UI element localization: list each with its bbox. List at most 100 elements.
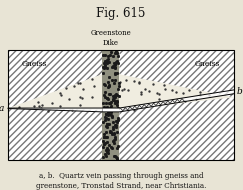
Polygon shape — [175, 99, 176, 103]
Polygon shape — [229, 90, 230, 94]
Polygon shape — [17, 108, 18, 109]
Polygon shape — [170, 100, 171, 104]
Polygon shape — [233, 90, 234, 94]
Polygon shape — [164, 101, 165, 105]
Polygon shape — [193, 96, 194, 100]
Polygon shape — [24, 108, 25, 109]
Polygon shape — [137, 105, 138, 109]
Polygon shape — [31, 108, 32, 109]
Polygon shape — [93, 108, 94, 112]
Polygon shape — [133, 106, 134, 110]
Polygon shape — [91, 108, 92, 112]
Polygon shape — [227, 91, 228, 95]
Polygon shape — [69, 108, 70, 111]
Polygon shape — [12, 108, 13, 109]
Polygon shape — [211, 93, 212, 97]
Polygon shape — [169, 100, 170, 104]
Polygon shape — [219, 92, 220, 96]
Polygon shape — [157, 102, 158, 106]
Polygon shape — [213, 93, 214, 97]
Polygon shape — [58, 108, 59, 110]
Polygon shape — [23, 108, 24, 109]
Polygon shape — [216, 93, 217, 97]
Polygon shape — [159, 102, 160, 106]
Polygon shape — [52, 108, 53, 110]
Polygon shape — [124, 107, 125, 111]
Polygon shape — [196, 96, 197, 100]
Polygon shape — [72, 108, 73, 111]
Text: Fig. 615: Fig. 615 — [96, 7, 146, 20]
Text: a, b.  Quartz vein passing through gneiss and
greenstone, Tronstad Strand, near : a, b. Quartz vein passing through gneiss… — [36, 172, 206, 190]
Polygon shape — [66, 108, 67, 111]
Polygon shape — [173, 100, 174, 103]
Polygon shape — [154, 102, 155, 106]
Polygon shape — [62, 108, 63, 110]
Polygon shape — [215, 93, 216, 97]
Polygon shape — [32, 108, 33, 109]
Polygon shape — [180, 98, 181, 102]
Polygon shape — [78, 108, 79, 111]
Polygon shape — [184, 98, 185, 102]
Bar — [8, 50, 234, 160]
Polygon shape — [19, 108, 20, 109]
Polygon shape — [56, 108, 57, 110]
Polygon shape — [16, 108, 17, 109]
Polygon shape — [214, 93, 215, 97]
Polygon shape — [94, 108, 95, 112]
Polygon shape — [156, 102, 157, 106]
Polygon shape — [222, 92, 223, 96]
Polygon shape — [87, 108, 88, 111]
Polygon shape — [119, 50, 234, 97]
Polygon shape — [135, 105, 136, 109]
Polygon shape — [220, 92, 221, 96]
Polygon shape — [29, 108, 30, 109]
Polygon shape — [204, 95, 205, 98]
Polygon shape — [126, 107, 127, 111]
Polygon shape — [43, 108, 44, 110]
Polygon shape — [208, 94, 209, 98]
Polygon shape — [101, 108, 102, 112]
Polygon shape — [160, 101, 161, 105]
Polygon shape — [38, 108, 39, 110]
Polygon shape — [115, 108, 116, 112]
Polygon shape — [146, 104, 147, 108]
Polygon shape — [105, 108, 106, 112]
Polygon shape — [30, 108, 31, 109]
Polygon shape — [46, 108, 47, 110]
Polygon shape — [136, 105, 137, 109]
Polygon shape — [166, 101, 167, 105]
Polygon shape — [224, 91, 225, 95]
Polygon shape — [185, 97, 186, 101]
Polygon shape — [139, 105, 140, 109]
Polygon shape — [223, 92, 224, 95]
Polygon shape — [205, 94, 206, 98]
Polygon shape — [8, 50, 102, 108]
Polygon shape — [232, 90, 233, 94]
Polygon shape — [18, 108, 19, 109]
Polygon shape — [149, 103, 150, 107]
Polygon shape — [34, 108, 35, 109]
Polygon shape — [49, 108, 50, 110]
Polygon shape — [113, 108, 114, 112]
Polygon shape — [67, 108, 68, 111]
Polygon shape — [89, 108, 90, 111]
Polygon shape — [112, 108, 113, 112]
Polygon shape — [129, 106, 130, 110]
Polygon shape — [75, 108, 76, 111]
Text: Greenstone
Dike: Greenstone Dike — [90, 29, 131, 47]
Polygon shape — [230, 90, 231, 94]
Polygon shape — [182, 98, 183, 102]
Polygon shape — [22, 108, 23, 109]
Polygon shape — [161, 101, 162, 105]
Polygon shape — [104, 108, 105, 112]
Polygon shape — [11, 108, 12, 109]
Polygon shape — [37, 108, 38, 110]
Polygon shape — [210, 93, 211, 97]
Polygon shape — [92, 108, 93, 112]
Polygon shape — [186, 97, 187, 101]
Text: Gneiss: Gneiss — [22, 60, 47, 68]
Polygon shape — [130, 106, 131, 110]
Polygon shape — [20, 108, 21, 109]
Polygon shape — [194, 96, 195, 100]
Polygon shape — [163, 101, 164, 105]
